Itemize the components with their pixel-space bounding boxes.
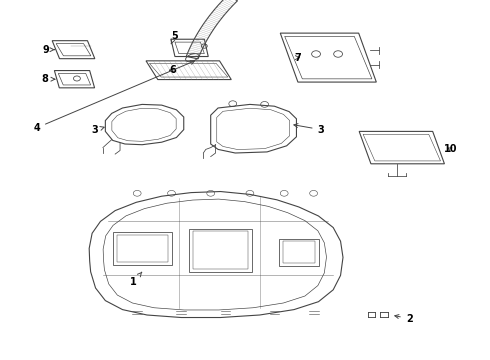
Text: 2: 2 <box>395 314 413 324</box>
Text: 1: 1 <box>130 272 142 287</box>
Text: 6: 6 <box>169 65 176 75</box>
Text: 7: 7 <box>294 53 301 63</box>
Text: 9: 9 <box>42 45 54 55</box>
Text: 5: 5 <box>171 31 178 44</box>
Text: 3: 3 <box>91 125 104 135</box>
Text: 3: 3 <box>294 123 324 135</box>
Text: 4: 4 <box>33 61 195 133</box>
Text: 8: 8 <box>42 74 55 84</box>
Text: 10: 10 <box>444 144 458 154</box>
